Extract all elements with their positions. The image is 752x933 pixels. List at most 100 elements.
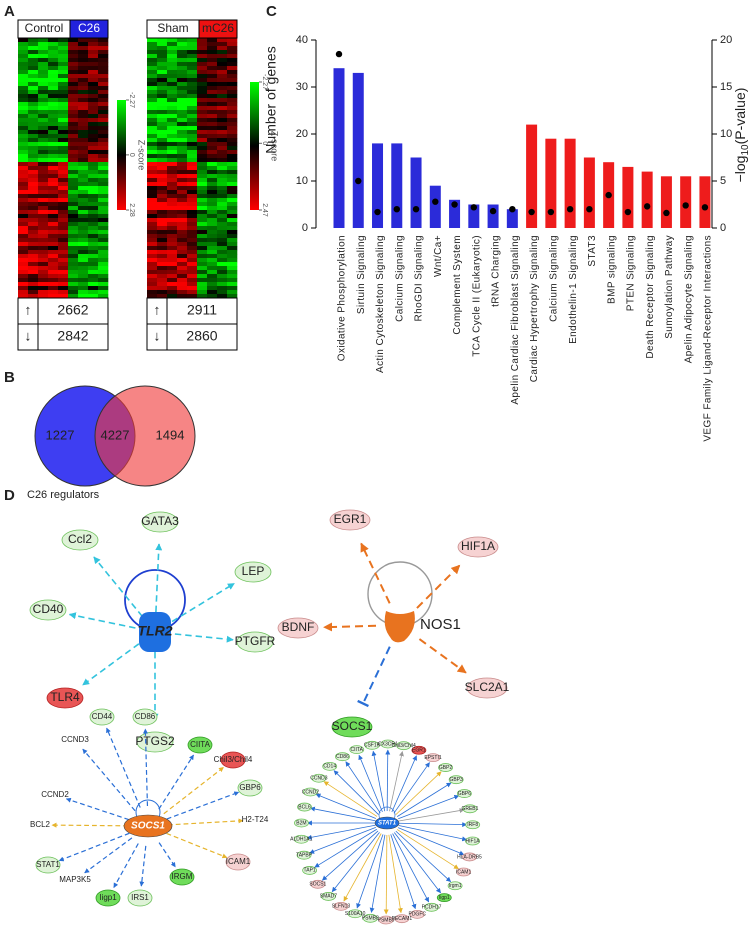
- bar: [506, 209, 518, 228]
- heatmap-cell: [217, 102, 228, 107]
- heatmap-cell: [167, 66, 178, 71]
- heatmap-cell: [18, 38, 29, 43]
- heatmap-cell: [227, 294, 238, 299]
- gene-count: 2662: [57, 302, 88, 318]
- heatmap-cell: [68, 82, 79, 87]
- node: [456, 789, 472, 798]
- node: [303, 787, 318, 797]
- heatmap-cell: [217, 62, 228, 67]
- heatmap-cell: [197, 282, 208, 287]
- heatmap-cell: [68, 90, 79, 95]
- node: [462, 852, 477, 862]
- heatmap-cell: [157, 282, 168, 287]
- heatmap-cell: [48, 110, 59, 115]
- networks-title: C26 regulators: [27, 489, 100, 501]
- heatmap-cell: [78, 274, 89, 279]
- heatmap-cell: [78, 246, 89, 251]
- heatmap-cell: [207, 134, 218, 139]
- edge: [158, 842, 176, 868]
- heatmap-cell: [38, 82, 49, 87]
- x-tick-label: Sirtuin Signaling: [356, 235, 367, 314]
- heatmap-cell: [88, 182, 99, 187]
- heatmap-cell: [88, 290, 99, 295]
- bar: [449, 199, 461, 228]
- heatmap-cell: [68, 106, 79, 111]
- heatmap-cell: [88, 90, 99, 95]
- heatmap-cell: [38, 58, 49, 63]
- heatmap-cell: [98, 238, 109, 243]
- heatmap-cell: [167, 234, 178, 239]
- heatmap-cell: [157, 150, 168, 155]
- node-label: CX3CR1: [378, 741, 398, 747]
- heatmap-cell: [227, 134, 238, 139]
- heatmap-cell: [98, 126, 109, 131]
- heatmap-cell: [68, 178, 79, 183]
- heatmap-cell: [177, 246, 188, 251]
- heatmap-cell: [187, 242, 198, 247]
- heatmap-cell: [217, 190, 228, 195]
- edge: [398, 794, 460, 820]
- heatmap-cell: [217, 106, 228, 111]
- heatmap-cell: [98, 198, 109, 203]
- node: [349, 745, 365, 755]
- heatmap-cell: [227, 114, 238, 119]
- heatmap-cell: [38, 286, 49, 291]
- p-value-dot: [509, 206, 516, 213]
- heatmap-cell: [28, 262, 39, 267]
- heatmap-cell: [28, 70, 39, 75]
- node-label: IRF8: [467, 822, 478, 828]
- heatmap-cell: [227, 226, 238, 231]
- heatmap-cell: [167, 38, 178, 43]
- heatmap-cell: [167, 134, 178, 139]
- heatmap-cell: [88, 258, 99, 263]
- edge: [323, 781, 378, 817]
- heatmap-cell: [78, 86, 89, 91]
- heatmap-cell: [227, 178, 238, 183]
- heatmap-cell: [167, 254, 178, 259]
- heatmap-cell: [78, 194, 89, 199]
- heatmap-cell: [88, 286, 99, 291]
- heatmap-cell: [197, 150, 208, 155]
- heatmap-cell: [227, 266, 238, 271]
- heatmap-cell: [48, 38, 59, 43]
- edge: [321, 830, 379, 881]
- heatmap-cell: [197, 142, 208, 147]
- heatmap-cell: [58, 142, 69, 147]
- heatmap-cell: [207, 210, 218, 215]
- heatmap-cell: [28, 86, 39, 91]
- p-value-dot: [663, 209, 670, 217]
- node-label: Iigp1: [99, 893, 117, 902]
- heatmap-cell: [177, 282, 188, 287]
- bar: [372, 143, 384, 228]
- heatmap-cell: [48, 94, 59, 99]
- heatmap-cell: [88, 222, 99, 227]
- heatmap-cell: [197, 266, 208, 271]
- heatmap-cell: [18, 126, 29, 131]
- heatmap-cell: [207, 42, 218, 47]
- heatmap-cell: [147, 142, 158, 147]
- heatmap-cell: [227, 174, 238, 179]
- heatmap-cell: [147, 90, 158, 95]
- heatmap-cell: [177, 114, 188, 119]
- p-value-dot: [701, 204, 709, 211]
- heatmap-cell: [18, 58, 29, 63]
- heatmap-cell: [88, 50, 99, 55]
- heatmap-cell: [207, 158, 218, 163]
- heatmap-cell: [48, 146, 59, 151]
- y-tick-label: 10: [296, 175, 308, 187]
- heatmap-cell: [167, 202, 178, 207]
- node-label: PCDH17: [422, 905, 442, 911]
- heatmap-cell: [18, 210, 29, 215]
- heatmap-cell: [38, 118, 49, 123]
- heatmap-cell: [227, 54, 238, 59]
- heatmap-cell: [68, 146, 79, 151]
- edge: [397, 827, 465, 856]
- heatmap-cell: [147, 46, 158, 51]
- heatmap-cell: [58, 162, 69, 167]
- heatmap-cell: [78, 254, 89, 259]
- heatmap-cell: [197, 146, 208, 151]
- heatmap-cell: [157, 54, 168, 59]
- heatmap-cell: [157, 258, 168, 263]
- heatmap-cell: [157, 190, 168, 195]
- heatmap-cell: [28, 282, 39, 287]
